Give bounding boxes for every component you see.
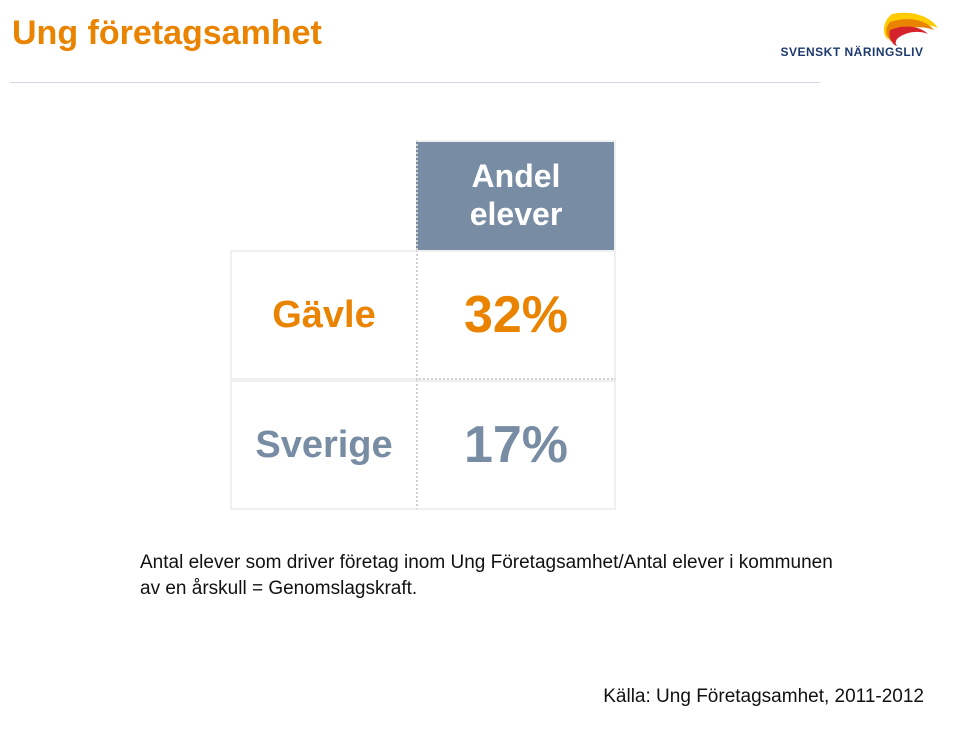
row-value-sverige: 17% [416, 380, 616, 510]
table-header-line2: elever [470, 196, 563, 232]
table-header-line1: Andel [472, 158, 561, 194]
row-label-sverige: Sverige [230, 380, 416, 510]
logo-text: SVENSKT NÄRINGSLIV [780, 44, 923, 59]
table-header-blank [230, 140, 416, 250]
table-row: Gävle 32% [230, 250, 616, 380]
page-title: Ung företagsamhet [12, 14, 322, 53]
divider [10, 82, 820, 83]
row-value-gavle: 32% [416, 250, 616, 380]
source-text: Källa: Ung Företagsamhet, 2011-2012 [603, 686, 924, 708]
table-row: Sverige 17% [230, 380, 616, 510]
data-table: Andel elever Gävle 32% Sverige 17% [230, 140, 616, 510]
svenskt-naringsliv-logo: SVENSKT NÄRINGSLIV [762, 6, 942, 64]
explanation-text: Antal elever som driver företag inom Ung… [140, 550, 840, 601]
table-header-andel: Andel elever [416, 140, 616, 250]
row-label-gavle: Gävle [230, 250, 416, 380]
slide: Ung företagsamhet SVENSKT NÄRINGSLIV And… [0, 0, 960, 730]
flame-icon [884, 13, 938, 46]
table-header-row: Andel elever [230, 140, 616, 250]
